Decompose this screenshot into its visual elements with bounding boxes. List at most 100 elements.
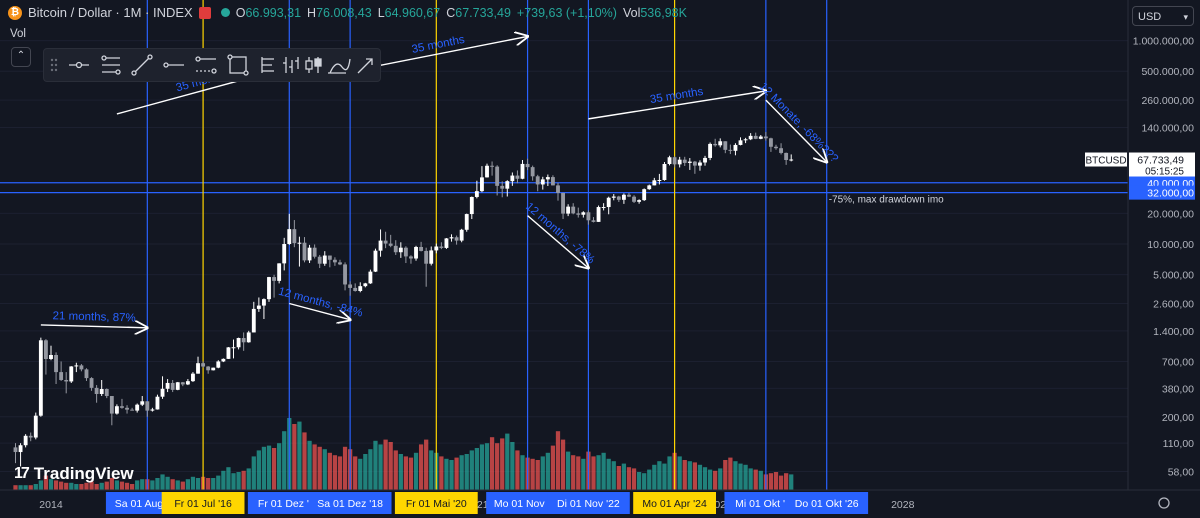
volume-bar: [28, 485, 33, 490]
candle-body: [591, 220, 596, 222]
candle-body: [713, 143, 718, 146]
volume-bar: [611, 461, 616, 490]
volume-indicator-label[interactable]: Vol: [10, 28, 26, 40]
candle-body: [241, 338, 246, 343]
candle-body: [687, 161, 692, 163]
volume-bar: [89, 481, 94, 490]
volume-bar: [226, 467, 231, 490]
candle-body: [647, 185, 652, 190]
candle-body: [368, 271, 373, 284]
candle-body: [231, 347, 236, 349]
candle-body: [677, 159, 682, 165]
volume-bar: [246, 468, 251, 490]
candle-body: [419, 246, 424, 251]
candle-body: [358, 286, 363, 292]
candle-body: [297, 242, 302, 244]
symbol-title[interactable]: Bitcoin / Dollar · 1M · INDEX: [28, 5, 193, 20]
volume-bar: [322, 449, 327, 490]
candle-body: [373, 250, 378, 272]
candle-body: [520, 163, 525, 179]
candle-body: [393, 245, 398, 253]
volume-bar: [69, 482, 74, 490]
candle-body: [500, 185, 505, 189]
volume-bar: [317, 446, 322, 490]
candle-body: [332, 259, 337, 263]
candle-body: [170, 382, 175, 390]
volume-bar: [778, 475, 784, 490]
volume-bar: [59, 481, 64, 490]
horizontal-ray-tool-icon[interactable]: [163, 62, 184, 68]
candle-body: [317, 256, 322, 264]
brush-tool-icon[interactable]: [328, 58, 351, 74]
volume-bar: [555, 431, 561, 490]
date-marker-label: Di 01 Nov '22: [557, 498, 620, 510]
volume-bar: [378, 444, 383, 490]
volume-bar: [165, 476, 170, 490]
bars-pattern-tool-icon[interactable]: [283, 57, 299, 73]
arrow-tool-icon[interactable]: [357, 58, 373, 74]
volume-bar: [459, 455, 464, 490]
candle-body: [388, 243, 393, 246]
volume-bar: [758, 470, 763, 490]
volume-bar: [784, 473, 789, 490]
date-marker-label: Mo 01 Apr '24: [642, 498, 707, 510]
candle-body: [125, 407, 129, 410]
candle-body: [728, 149, 733, 151]
candle-body: [226, 347, 231, 359]
volume-bar: [332, 455, 338, 490]
candles-tool-icon[interactable]: [305, 57, 322, 73]
candle-body: [672, 157, 677, 165]
date-price-range-tool-icon[interactable]: [261, 57, 274, 73]
candle-body: [763, 136, 768, 139]
volume-bar: [789, 474, 794, 490]
volume-bar: [560, 439, 566, 490]
candle-body: [758, 136, 763, 139]
tradingview-logo-icon: 17: [14, 465, 30, 482]
collapse-legend-button[interactable]: ⌃: [11, 47, 31, 67]
watermark-text: TradingView: [33, 464, 134, 483]
rectangle-tool-icon[interactable]: [227, 54, 249, 76]
fib-retracement-tool-icon[interactable]: [101, 55, 121, 75]
volume-bar: [277, 443, 282, 490]
volume-bar: [241, 470, 246, 490]
currency-select[interactable]: USD ▾: [1132, 6, 1194, 26]
candle-body: [414, 246, 418, 259]
volume-bar: [718, 468, 723, 490]
volume-bar: [327, 452, 332, 490]
volume-bar: [667, 456, 672, 490]
candle-body: [18, 445, 23, 453]
candle-body: [535, 176, 540, 185]
volume-bar: [464, 454, 469, 490]
candle-body: [444, 238, 449, 248]
volume-bar: [312, 444, 317, 490]
candle-body: [784, 152, 789, 160]
candle-body: [378, 240, 383, 251]
volume-bar: [155, 478, 160, 490]
horizontal-line-tool-icon[interactable]: [69, 61, 89, 69]
volume-bar: [621, 463, 627, 490]
candle-body: [505, 181, 510, 189]
volume-bar: [713, 470, 718, 490]
candle-body: [256, 305, 261, 309]
y-tick-label: 200,00: [1162, 412, 1194, 424]
parallel-channel-tool-icon[interactable]: [195, 56, 217, 74]
volume-bar: [388, 442, 393, 490]
drawing-toolbar: [43, 48, 381, 82]
volume-bar: [231, 473, 236, 490]
volume-bar: [307, 440, 312, 490]
volume-bar: [768, 473, 774, 490]
symbol-header: ₿ Bitcoin / Dollar · 1M · INDEX O66.993,…: [8, 5, 687, 20]
y-tick-label: 260.000,00: [1141, 95, 1194, 107]
volume-bar: [429, 450, 434, 490]
drag-handle-icon[interactable]: [50, 58, 58, 72]
candle-body: [196, 363, 200, 374]
volume-bar: [510, 442, 515, 490]
chevron-down-icon: ▾: [1183, 12, 1188, 22]
candle-body: [338, 262, 342, 265]
candle-body: [28, 435, 33, 438]
volume-bar: [616, 466, 621, 490]
settings-gear-icon[interactable]: [1158, 497, 1170, 509]
trend-line-tool-icon[interactable]: [131, 54, 153, 76]
candle-body: [363, 283, 368, 287]
